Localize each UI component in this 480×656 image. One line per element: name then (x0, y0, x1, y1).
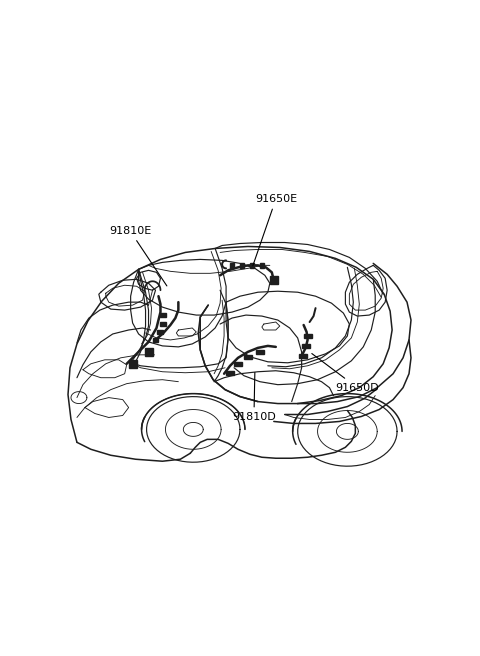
Polygon shape (260, 263, 264, 268)
Polygon shape (244, 355, 252, 359)
Polygon shape (270, 276, 278, 284)
Polygon shape (304, 334, 312, 338)
Polygon shape (256, 350, 264, 354)
Text: 91810D: 91810D (232, 373, 276, 422)
Polygon shape (129, 359, 137, 368)
Polygon shape (240, 263, 244, 268)
Polygon shape (250, 263, 254, 268)
Text: 91650E: 91650E (253, 194, 297, 266)
Polygon shape (301, 344, 310, 348)
Polygon shape (144, 348, 153, 356)
Polygon shape (157, 330, 164, 334)
Polygon shape (153, 338, 158, 342)
Polygon shape (299, 354, 307, 358)
Polygon shape (230, 263, 234, 268)
Polygon shape (160, 313, 167, 317)
Text: 91650D: 91650D (312, 354, 379, 393)
Polygon shape (160, 322, 167, 326)
Polygon shape (234, 362, 242, 366)
Polygon shape (226, 371, 234, 375)
Text: 91810E: 91810E (109, 226, 167, 286)
